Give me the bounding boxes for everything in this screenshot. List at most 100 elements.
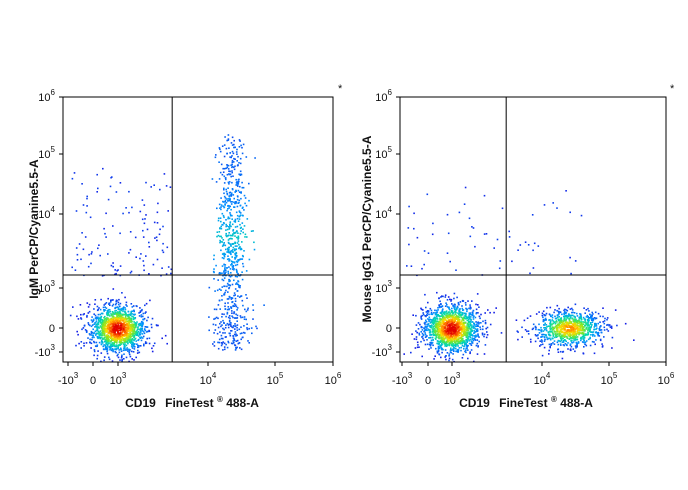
event-dot xyxy=(129,349,131,351)
event-dot xyxy=(614,309,617,311)
event-dot xyxy=(472,339,475,342)
event-dot xyxy=(439,344,441,347)
event-dot xyxy=(114,273,116,276)
event-dot xyxy=(564,311,567,314)
event-dot xyxy=(230,203,233,205)
event-dot xyxy=(223,175,226,178)
event-dot xyxy=(124,345,126,348)
event-dot xyxy=(576,331,579,333)
event-dot xyxy=(450,342,452,344)
event-dot xyxy=(139,311,142,313)
event-dot xyxy=(445,345,448,347)
event-dot xyxy=(212,343,214,345)
event-dot xyxy=(589,313,591,316)
event-dot xyxy=(548,349,550,352)
event-dot xyxy=(104,339,107,341)
event-dot xyxy=(429,325,432,327)
event-dot xyxy=(448,359,450,362)
event-dot xyxy=(213,271,215,274)
event-dot xyxy=(89,324,91,327)
event-dot xyxy=(424,330,426,332)
event-dot xyxy=(117,326,119,329)
event-dot xyxy=(97,323,100,326)
event-dot xyxy=(238,201,240,204)
event-dot xyxy=(441,348,443,350)
event-dot xyxy=(408,205,410,208)
event-dot xyxy=(141,337,144,339)
event-dot xyxy=(101,341,104,343)
event-dot xyxy=(221,145,224,147)
event-dot xyxy=(103,316,105,319)
event-dot xyxy=(549,321,552,324)
event-dot xyxy=(441,305,444,307)
event-dot xyxy=(220,289,222,291)
event-dot xyxy=(554,336,556,339)
event-dot xyxy=(482,328,484,331)
event-dot xyxy=(122,310,124,313)
event-dot xyxy=(214,317,217,320)
event-dot xyxy=(571,332,573,334)
event-dot xyxy=(226,209,228,212)
event-dot xyxy=(583,330,585,332)
event-dot xyxy=(146,319,148,322)
event-dot xyxy=(131,206,133,209)
event-dot xyxy=(139,210,142,213)
event-dot xyxy=(561,324,563,326)
event-dot xyxy=(553,340,556,342)
event-dot xyxy=(128,350,131,352)
event-dot xyxy=(544,338,546,341)
x-tick-label: 104 xyxy=(200,371,217,387)
event-dot xyxy=(557,310,560,313)
event-dot xyxy=(127,332,130,335)
event-dot xyxy=(602,315,604,318)
event-dot xyxy=(477,321,480,323)
event-dot xyxy=(91,324,94,326)
event-dot xyxy=(87,323,90,326)
event-dot xyxy=(225,289,227,292)
event-dot xyxy=(562,320,565,322)
event-dot xyxy=(219,217,222,219)
event-dot xyxy=(574,316,576,319)
event-dot xyxy=(124,320,127,323)
event-dot xyxy=(139,322,142,325)
event-dot xyxy=(445,314,447,317)
event-dot xyxy=(430,333,433,336)
event-dot xyxy=(473,322,475,324)
event-dot xyxy=(120,350,123,352)
event-dot xyxy=(407,227,410,229)
event-dot xyxy=(246,327,248,329)
event-dot xyxy=(462,329,464,332)
event-dot xyxy=(450,337,452,340)
event-dot xyxy=(435,333,437,335)
event-dot xyxy=(580,318,583,321)
event-dot xyxy=(236,263,239,266)
event-dot xyxy=(470,349,473,351)
event-dot xyxy=(236,195,239,197)
event-dot xyxy=(424,328,426,331)
event-dot xyxy=(111,331,113,333)
event-dot xyxy=(444,294,447,296)
event-dot xyxy=(112,321,114,323)
event-dot xyxy=(231,144,234,146)
event-dot xyxy=(113,321,115,324)
event-dot xyxy=(140,253,142,255)
event-dot xyxy=(117,322,119,325)
event-dot xyxy=(228,319,231,322)
event-dot xyxy=(555,335,558,337)
event-dot xyxy=(451,345,453,347)
event-dot xyxy=(231,261,234,263)
event-dot xyxy=(102,167,104,170)
event-dot xyxy=(113,324,115,326)
event-dot xyxy=(470,319,472,321)
event-dot xyxy=(406,265,408,267)
event-dot xyxy=(576,323,578,325)
event-dot xyxy=(237,342,240,345)
event-dot xyxy=(424,293,426,296)
event-dot xyxy=(234,328,236,330)
event-dot xyxy=(101,336,103,339)
event-dot xyxy=(427,318,429,320)
event-dot xyxy=(238,328,241,331)
event-dot xyxy=(114,323,117,326)
event-dot xyxy=(222,222,225,224)
event-dot xyxy=(445,341,447,344)
